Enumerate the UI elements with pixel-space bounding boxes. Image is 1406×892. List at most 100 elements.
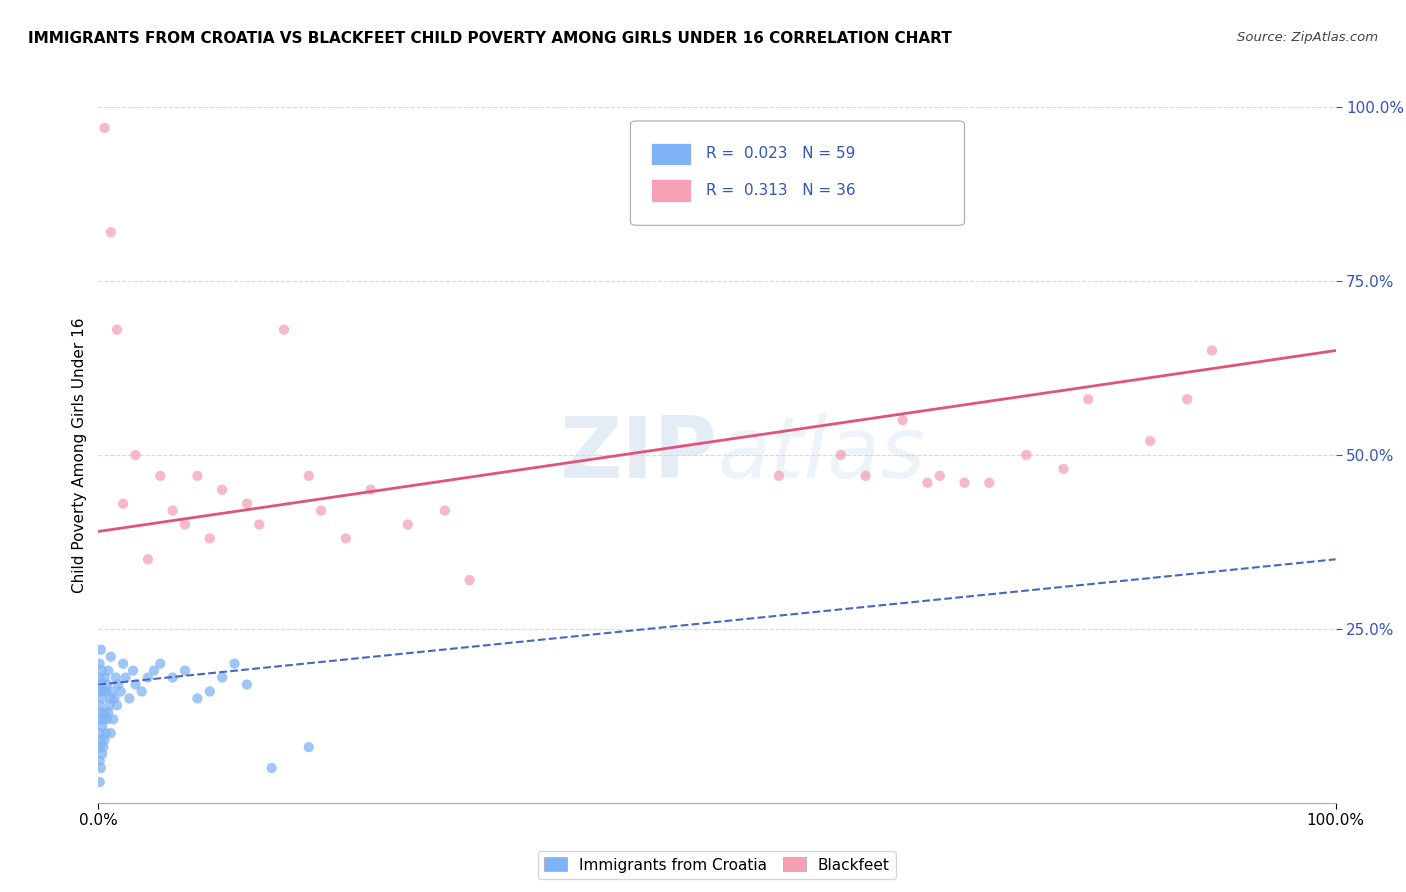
Point: [105, 698, 128, 713]
Point: [94, 684, 117, 698]
Point: [458, 573, 481, 587]
Point: [433, 503, 456, 517]
Point: [100, 726, 122, 740]
Point: [100, 691, 122, 706]
Point: [131, 684, 153, 698]
Point: [186, 691, 208, 706]
Text: atlas: atlas: [717, 413, 925, 497]
Point: [93, 684, 115, 698]
Point: [855, 468, 877, 483]
FancyBboxPatch shape: [651, 179, 692, 202]
Point: [97, 664, 120, 678]
Point: [89, 740, 111, 755]
Point: [93, 712, 115, 726]
Point: [149, 657, 172, 671]
Point: [89, 671, 111, 685]
Point: [136, 552, 159, 566]
Point: [917, 475, 939, 490]
Point: [105, 323, 128, 337]
Point: [110, 684, 132, 698]
Point: [90, 706, 112, 720]
Point: [96, 677, 118, 691]
Point: [124, 448, 146, 462]
Point: [107, 677, 129, 691]
Point: [1077, 392, 1099, 407]
Point: [1201, 343, 1223, 358]
Point: [1052, 462, 1074, 476]
Point: [136, 671, 159, 685]
Point: [149, 468, 172, 483]
Point: [89, 698, 111, 713]
Point: [830, 448, 852, 462]
Point: [979, 475, 1001, 490]
Point: [104, 671, 127, 685]
Point: [143, 664, 166, 678]
Point: [124, 677, 146, 691]
Point: [309, 503, 332, 517]
Point: [93, 733, 115, 747]
Text: ZIP: ZIP: [560, 413, 717, 497]
Point: [118, 691, 141, 706]
Point: [198, 684, 221, 698]
Point: [1015, 448, 1038, 462]
Point: [114, 671, 136, 685]
Point: [247, 517, 270, 532]
Point: [211, 483, 233, 497]
Text: IMMIGRANTS FROM CROATIA VS BLACKFEET CHILD POVERTY AMONG GIRLS UNDER 16 CORRELAT: IMMIGRANTS FROM CROATIA VS BLACKFEET CHI…: [28, 31, 952, 46]
Text: R =  0.023   N = 59: R = 0.023 N = 59: [706, 146, 855, 161]
Point: [89, 684, 111, 698]
Point: [101, 684, 124, 698]
Point: [89, 657, 111, 671]
Point: [91, 691, 114, 706]
Point: [89, 775, 111, 789]
Point: [89, 754, 111, 768]
Point: [236, 677, 259, 691]
Point: [90, 677, 112, 691]
Point: [360, 483, 382, 497]
Point: [93, 120, 115, 135]
Point: [1139, 434, 1161, 448]
Point: [298, 740, 321, 755]
Point: [236, 497, 259, 511]
Point: [96, 712, 118, 726]
Point: [94, 726, 117, 740]
Point: [768, 468, 790, 483]
Point: [174, 517, 197, 532]
Point: [396, 517, 419, 532]
Point: [335, 532, 357, 546]
FancyBboxPatch shape: [651, 143, 692, 165]
FancyBboxPatch shape: [630, 121, 965, 226]
Point: [953, 475, 976, 490]
Point: [174, 664, 197, 678]
Text: Source: ZipAtlas.com: Source: ZipAtlas.com: [1237, 31, 1378, 45]
Point: [91, 719, 114, 733]
Point: [93, 706, 115, 720]
Point: [162, 503, 184, 517]
Y-axis label: Child Poverty Among Girls Under 16: Child Poverty Among Girls Under 16: [72, 318, 87, 592]
Legend: Immigrants from Croatia, Blackfeet: Immigrants from Croatia, Blackfeet: [538, 851, 896, 879]
Point: [162, 671, 184, 685]
Point: [198, 532, 221, 546]
Point: [89, 712, 111, 726]
Point: [186, 468, 208, 483]
Point: [112, 657, 135, 671]
Point: [122, 664, 145, 678]
Point: [90, 761, 112, 775]
Point: [103, 712, 125, 726]
Point: [273, 323, 295, 337]
Point: [211, 671, 233, 685]
Point: [90, 733, 112, 747]
Point: [103, 691, 125, 706]
Point: [260, 761, 283, 775]
Text: R =  0.313   N = 36: R = 0.313 N = 36: [706, 183, 855, 198]
Point: [100, 225, 122, 239]
Point: [93, 740, 115, 755]
Point: [91, 747, 114, 761]
Point: [224, 657, 246, 671]
Point: [90, 642, 112, 657]
Point: [928, 468, 950, 483]
Point: [298, 468, 321, 483]
Point: [93, 671, 115, 685]
Point: [98, 698, 121, 713]
Point: [1175, 392, 1198, 407]
